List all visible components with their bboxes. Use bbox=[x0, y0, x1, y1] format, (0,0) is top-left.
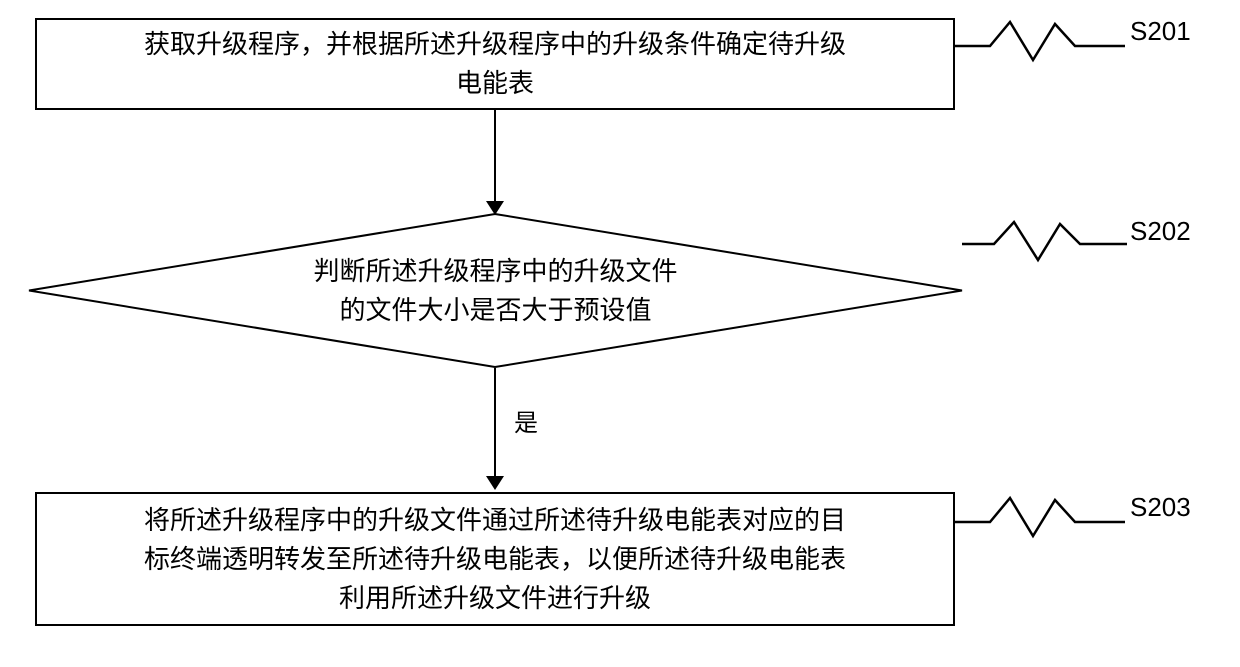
process-box-s201: 获取升级程序，并根据所述升级程序中的升级条件确定待升级 电能表 bbox=[35, 18, 955, 110]
step-label-s202: S202 bbox=[1130, 216, 1191, 247]
s203-line1: 将所述升级程序中的升级文件通过所述待升级电能表对应的目 bbox=[144, 505, 846, 535]
decision-diamond-s202: 判断所述升级程序中的升级文件 的文件大小是否大于预设值 bbox=[28, 213, 963, 368]
arrow-line-1 bbox=[494, 110, 496, 204]
zigzag-connector-s201 bbox=[955, 16, 1125, 66]
decision-text-s202: 判断所述升级程序中的升级文件 的文件大小是否大于预设值 bbox=[313, 252, 677, 330]
s203-line2: 标终端透明转发至所述待升级电能表，以便所述待升级电能表 bbox=[144, 544, 846, 574]
process-text-s203: 将所述升级程序中的升级文件通过所述待升级电能表对应的目 标终端透明转发至所述待升… bbox=[144, 501, 846, 618]
process-box-s203: 将所述升级程序中的升级文件通过所述待升级电能表对应的目 标终端透明转发至所述待升… bbox=[35, 492, 955, 626]
s202-line1: 判断所述升级程序中的升级文件 bbox=[313, 256, 677, 286]
s203-line3: 利用所述升级文件进行升级 bbox=[339, 583, 651, 613]
s201-line1: 获取升级程序，并根据所述升级程序中的升级条件确定待升级 bbox=[144, 29, 846, 59]
flowchart-container: 获取升级程序，并根据所述升级程序中的升级条件确定待升级 电能表 S201 判断所… bbox=[0, 0, 1240, 667]
step-label-s201: S201 bbox=[1130, 16, 1191, 47]
zigzag-connector-s202 bbox=[962, 216, 1127, 266]
edge-label-yes: 是 bbox=[514, 403, 538, 438]
step-label-s203: S203 bbox=[1130, 492, 1191, 523]
process-text-s201: 获取升级程序，并根据所述升级程序中的升级条件确定待升级 电能表 bbox=[144, 25, 846, 103]
s201-line2: 电能表 bbox=[456, 68, 534, 98]
s202-line2: 的文件大小是否大于预设值 bbox=[339, 295, 651, 325]
arrow-line-2 bbox=[494, 368, 496, 478]
zigzag-connector-s203 bbox=[955, 492, 1125, 542]
arrow-head-2 bbox=[486, 476, 504, 490]
